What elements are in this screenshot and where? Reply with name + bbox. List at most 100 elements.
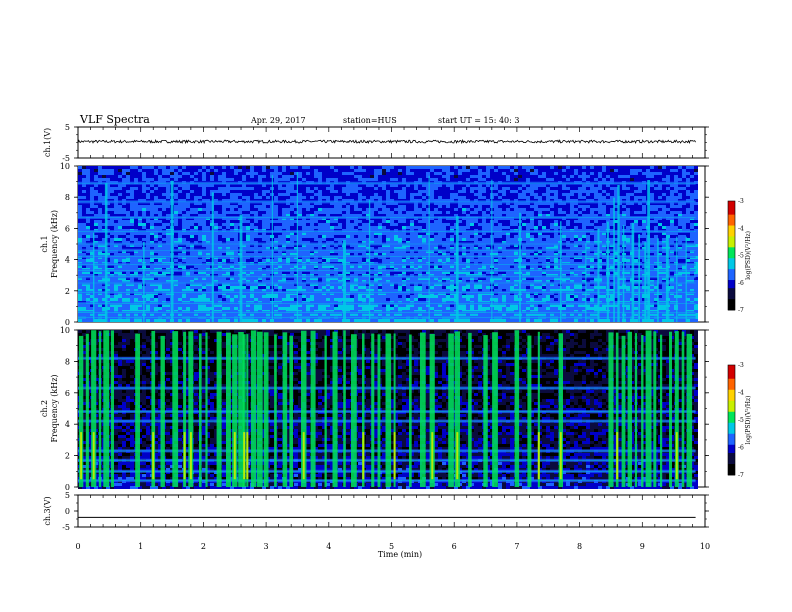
spectrogram-cell	[386, 205, 390, 208]
spectrogram-cell	[78, 178, 82, 181]
spectrogram-cell	[146, 193, 150, 196]
spectrogram-cell	[162, 220, 166, 223]
spectrogram-cell	[94, 196, 98, 199]
spectrogram-cell	[374, 277, 378, 280]
spectrogram-cell	[322, 304, 326, 307]
spectrogram-cell	[334, 220, 338, 223]
spectrogram-cell	[186, 169, 190, 172]
spectrogram-cell	[198, 226, 202, 229]
spectrogram-cell	[282, 223, 286, 226]
spectrogram-cell	[426, 277, 430, 280]
spectrogram-cell	[202, 304, 206, 307]
spectrogram-cell	[86, 286, 90, 289]
spectrogram-cell	[378, 166, 382, 169]
spectrogram-cell	[394, 289, 398, 292]
spectrogram-cell	[422, 253, 426, 256]
spectrogram-cell	[122, 214, 126, 217]
spectrogram-cell	[394, 247, 398, 250]
spectrogram-cell	[326, 184, 330, 187]
spectrogram-cell	[106, 193, 110, 196]
spectrogram-cell	[274, 235, 278, 238]
spectrogram-cell	[378, 304, 382, 307]
spectrogram-cell	[114, 178, 118, 181]
spectrogram-cell	[358, 286, 362, 289]
spectrogram-cell	[266, 208, 270, 211]
spectrogram-cell	[266, 223, 270, 226]
spectrogram-cell	[398, 295, 402, 298]
spectrogram-cell	[346, 259, 350, 262]
spectrogram-cell	[390, 226, 394, 229]
spectrogram-cell	[414, 232, 418, 235]
spectrogram-cell	[426, 223, 430, 226]
spectrogram-cell	[250, 193, 254, 196]
spectrogram-cell	[406, 187, 410, 190]
spectrogram-cell	[322, 220, 326, 223]
spectrogram-cell	[302, 205, 306, 208]
spectrogram-cell	[394, 295, 398, 298]
spectrogram-cell	[94, 289, 98, 292]
spectrogram-cell	[414, 235, 418, 238]
spectrogram-cell	[282, 247, 286, 250]
spectrogram-cell	[382, 307, 386, 310]
spectrogram-cell	[434, 259, 438, 262]
spectrogram-cell	[390, 202, 394, 205]
spectrogram-cell	[118, 298, 122, 301]
spectrogram-cell	[78, 313, 82, 316]
spectrogram-cell	[426, 214, 430, 217]
spectrogram-cell	[402, 196, 406, 199]
spectrogram-cell	[250, 169, 254, 172]
spectrogram-cell	[422, 169, 426, 172]
spectrogram-cell	[366, 298, 370, 301]
spectrogram-cell	[246, 289, 250, 292]
spectrogram-cell	[110, 184, 114, 187]
spectrogram-cell	[422, 202, 426, 205]
spectrogram-cell	[130, 295, 134, 298]
spectrogram-cell	[170, 178, 174, 181]
spectrogram-cell	[190, 232, 194, 235]
spectrogram-cell	[190, 184, 194, 187]
spectrogram-cell	[250, 205, 254, 208]
spectrogram-cell	[174, 232, 178, 235]
spectrogram-cell	[182, 235, 186, 238]
spectrogram-cell	[330, 169, 334, 172]
spectrogram-cell	[258, 289, 262, 292]
spectrogram-cell	[366, 223, 370, 226]
spectrogram-cell	[350, 211, 354, 214]
spectrogram-cell	[370, 271, 374, 274]
spectrogram-cell	[394, 211, 398, 214]
spectrogram-cell	[250, 226, 254, 229]
spectrogram-cell	[386, 298, 390, 301]
spectrogram-cell	[86, 184, 90, 187]
spectrogram-cell	[210, 184, 214, 187]
spectrogram-cell	[86, 313, 90, 316]
spectrogram-cell	[370, 226, 374, 229]
spectrogram-cell	[178, 232, 182, 235]
spectrogram-cell	[94, 184, 98, 187]
spectrogram-cell	[382, 277, 386, 280]
spectrogram-cell	[202, 175, 206, 178]
spectrogram-cell	[82, 298, 86, 301]
spectrogram-cell	[314, 175, 318, 178]
spectrogram-cell	[166, 295, 170, 298]
spectrogram-cell	[146, 214, 150, 217]
spectrogram-cell	[110, 190, 114, 193]
spectrogram-cell	[426, 232, 430, 235]
spectrogram-cell	[190, 220, 194, 223]
spectrogram-cell	[106, 295, 110, 298]
spectrogram-cell	[126, 304, 130, 307]
spectrogram-cell	[438, 277, 442, 280]
spectrogram-cell	[226, 214, 230, 217]
spectrogram-cell	[350, 187, 354, 190]
spectrogram-cell	[438, 190, 442, 193]
spectrogram-cell	[158, 208, 162, 211]
spectrogram-cell	[254, 169, 258, 172]
spectrogram-cell	[258, 175, 262, 178]
spectrogram-cell	[418, 169, 422, 172]
spectrogram-cell	[86, 172, 90, 175]
spectrogram-cell	[386, 226, 390, 229]
spectrogram-cell	[434, 304, 438, 307]
spectrogram-cell	[390, 304, 394, 307]
spectrogram-cell	[246, 277, 250, 280]
spectrogram-cell	[202, 211, 206, 214]
spectrogram-cell	[218, 226, 222, 229]
